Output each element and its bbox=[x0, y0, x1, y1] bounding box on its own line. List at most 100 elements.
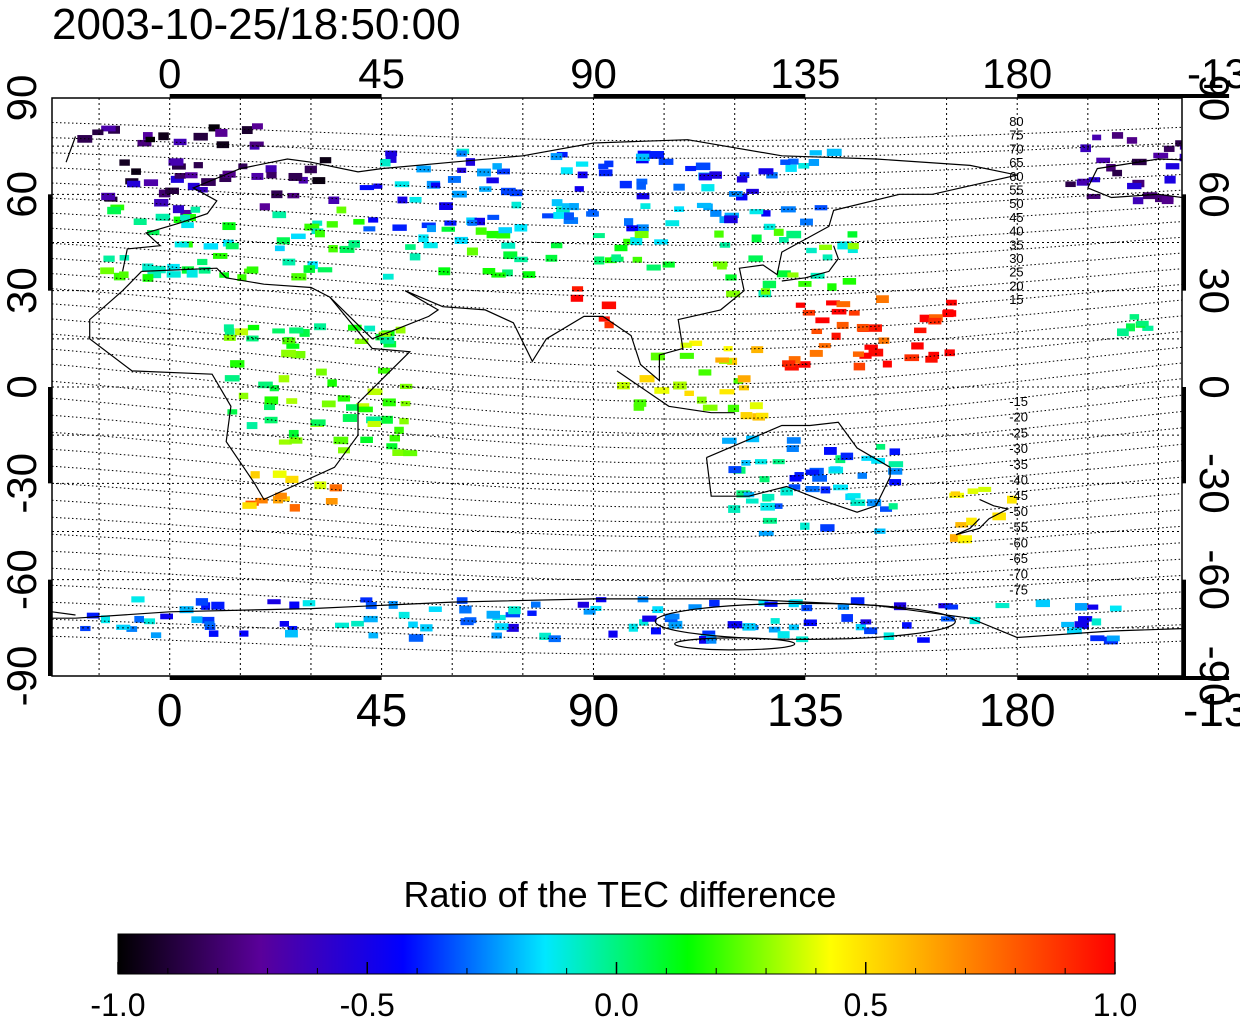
tec-cell bbox=[500, 187, 516, 196]
tec-cell bbox=[101, 125, 116, 132]
tec-cell bbox=[748, 255, 763, 262]
y-tick-label-left: 30 bbox=[0, 267, 45, 314]
tec-cell bbox=[786, 437, 801, 444]
tec-cell bbox=[1087, 604, 1099, 610]
tec-cell bbox=[728, 505, 741, 513]
tec-cell bbox=[338, 447, 350, 454]
tec-cell bbox=[840, 452, 854, 461]
tec-cell bbox=[1214, 148, 1227, 154]
tec-cell bbox=[1061, 621, 1075, 628]
tec-cell bbox=[190, 206, 201, 213]
tec-cell bbox=[604, 321, 614, 329]
tec-cell bbox=[548, 635, 561, 643]
tec-cell bbox=[288, 172, 303, 181]
contour-label: 40 bbox=[1009, 224, 1023, 239]
tec-cell bbox=[459, 605, 472, 614]
tec-cell bbox=[325, 498, 338, 505]
tec-cell bbox=[978, 486, 992, 492]
tec-cell bbox=[191, 616, 203, 623]
tec-cell bbox=[635, 153, 650, 161]
tec-cell bbox=[1074, 621, 1089, 629]
tec-cell bbox=[185, 172, 198, 179]
contour-label: -45 bbox=[1009, 488, 1028, 503]
tec-cell bbox=[835, 455, 846, 464]
tec-cell bbox=[354, 338, 369, 344]
tec-cell bbox=[281, 349, 296, 358]
magnetic-contour bbox=[52, 397, 1182, 449]
tec-cell bbox=[761, 210, 771, 217]
tec-cell bbox=[237, 274, 247, 282]
tec-cell bbox=[1217, 147, 1232, 155]
tec-cell bbox=[336, 206, 347, 214]
tec-cell bbox=[127, 180, 141, 188]
tec-cell bbox=[158, 132, 169, 141]
contour-label: 50 bbox=[1009, 196, 1023, 211]
tec-cell bbox=[304, 223, 320, 231]
tec-cell bbox=[255, 497, 268, 504]
tec-cell bbox=[1074, 603, 1088, 611]
tec-cell bbox=[479, 186, 492, 192]
tec-cell bbox=[1127, 182, 1142, 190]
tec-cell bbox=[809, 349, 823, 357]
tec-cell bbox=[400, 400, 411, 407]
tec-cell bbox=[514, 224, 528, 232]
y-tick-label-left: 60 bbox=[0, 171, 45, 218]
tec-cell bbox=[364, 325, 376, 332]
magnetic-contour bbox=[52, 258, 1182, 298]
tec-cell bbox=[760, 288, 771, 295]
tec-cell bbox=[133, 218, 147, 225]
tec-cell bbox=[92, 129, 104, 136]
tec-cell bbox=[724, 212, 739, 219]
x-tick-label-bottom: 135 bbox=[767, 684, 844, 736]
tec-cell bbox=[465, 158, 476, 166]
tec-cell bbox=[428, 606, 442, 612]
tec-cell bbox=[289, 504, 300, 512]
tec-cell bbox=[561, 203, 574, 210]
tec-cell bbox=[1204, 132, 1217, 138]
tec-cell bbox=[604, 257, 617, 264]
tec-cell bbox=[571, 286, 584, 292]
tec-cell bbox=[636, 178, 648, 185]
frame-bar bbox=[1017, 676, 1230, 680]
tec-cell bbox=[208, 630, 219, 637]
tec-cell bbox=[116, 624, 131, 630]
tec-cell bbox=[224, 375, 240, 382]
contour-label: -70 bbox=[1009, 567, 1028, 582]
tec-cell bbox=[181, 222, 194, 229]
tec-cell bbox=[719, 216, 729, 224]
tec-cell bbox=[598, 163, 609, 170]
contour-label: 70 bbox=[1009, 141, 1023, 156]
y-tick-label-left: 0 bbox=[0, 375, 45, 398]
tec-cell bbox=[80, 625, 91, 632]
tec-cell bbox=[475, 227, 487, 235]
tec-cell bbox=[180, 214, 191, 222]
tec-cell bbox=[864, 344, 878, 350]
colorbar-title: Ratio of the TEC difference bbox=[403, 874, 837, 915]
tec-cell bbox=[551, 199, 563, 207]
magnetic-contour bbox=[52, 137, 1182, 159]
tec-cell bbox=[725, 274, 737, 281]
tec-cell bbox=[818, 343, 831, 349]
tec-cell bbox=[788, 356, 801, 364]
magnetic-contour bbox=[52, 167, 1182, 194]
tec-cell bbox=[639, 619, 649, 626]
tec-cell bbox=[598, 169, 613, 177]
tec-cell bbox=[464, 617, 477, 624]
tec-cell bbox=[457, 167, 467, 173]
tec-cell bbox=[680, 342, 692, 348]
tec-cell bbox=[131, 596, 145, 603]
tec-cell bbox=[382, 273, 394, 280]
tec-cell bbox=[925, 355, 938, 363]
tec-cell bbox=[137, 139, 152, 147]
magnetic-contour bbox=[52, 182, 1182, 211]
tec-cell bbox=[474, 217, 485, 226]
tec-cell bbox=[719, 242, 731, 248]
tec-cell bbox=[727, 404, 740, 413]
tec-cell bbox=[808, 158, 820, 166]
tec-cell bbox=[195, 598, 209, 606]
contour-label: -15 bbox=[1009, 394, 1028, 409]
tec-cell bbox=[746, 435, 760, 443]
tec-cell bbox=[736, 490, 751, 498]
tec-cell bbox=[1112, 169, 1123, 177]
tec-cell bbox=[501, 242, 516, 249]
